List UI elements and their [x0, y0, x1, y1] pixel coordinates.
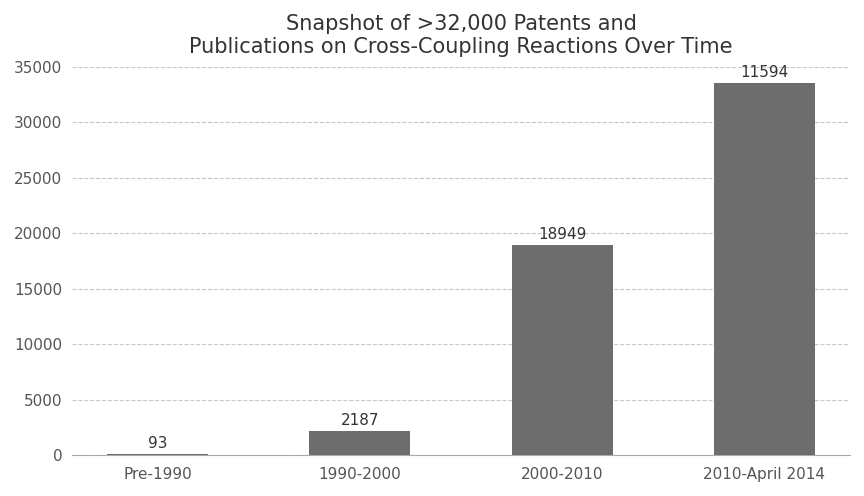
Title: Snapshot of >32,000 Patents and
Publications on Cross-Coupling Reactions Over Ti: Snapshot of >32,000 Patents and Publicat… [189, 14, 733, 57]
Bar [511, 245, 613, 455]
Text: 18949: 18949 [538, 227, 587, 242]
Bar [107, 454, 208, 455]
Text: 93: 93 [148, 436, 168, 451]
Text: 2187: 2187 [340, 413, 379, 428]
Bar [309, 431, 410, 455]
Bar [714, 83, 815, 455]
Text: 11594: 11594 [740, 65, 788, 80]
